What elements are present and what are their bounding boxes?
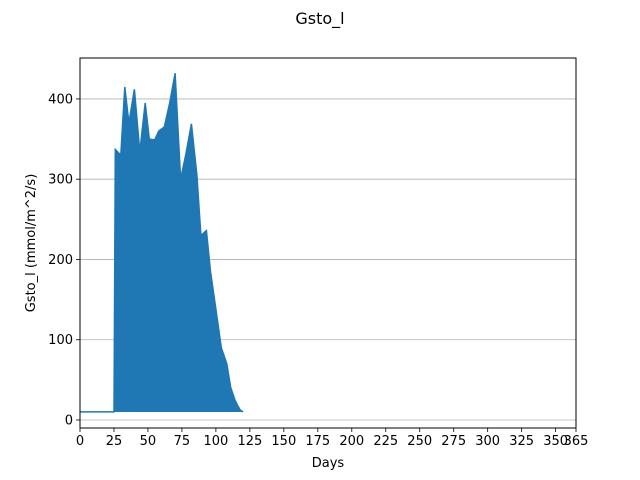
series-line-0 <box>80 73 244 413</box>
axes-layer: 0 100 200 300 400 0 25 50 75 100 125 150 175 200 225 25… <box>48 92 588 449</box>
y-axis-label: Gsto_l (mmol/m^2/s) <box>24 174 39 313</box>
series-envelope-0 <box>80 73 244 412</box>
x-tick-label: 25 <box>106 434 123 449</box>
x-tick-label: 200 <box>339 434 364 449</box>
y-tick-label: 100 <box>48 333 73 348</box>
x-axis-label: Days <box>312 456 345 471</box>
x-tick-label: 125 <box>237 434 262 449</box>
y-tick-label: 0 <box>65 413 73 428</box>
y-tick-label: 200 <box>48 253 73 268</box>
y-tick-label: 300 <box>48 173 73 188</box>
x-tick-label: 225 <box>373 434 398 449</box>
y-tick-label: 400 <box>48 92 73 107</box>
x-tick-label: 350 <box>543 434 568 449</box>
plot-frame <box>79 57 577 429</box>
x-tick-label: 100 <box>203 434 228 449</box>
x-tick-label: 75 <box>174 434 191 449</box>
chart-title: Gsto_l <box>295 9 344 29</box>
x-tick-label: 175 <box>305 434 330 449</box>
x-tick-label: 300 <box>475 434 500 449</box>
x-tick-label: 0 <box>76 434 84 449</box>
x-tick-label: 275 <box>441 434 466 449</box>
series-layer <box>80 73 244 413</box>
x-tick-label: 325 <box>509 434 534 449</box>
x-tick-label: 150 <box>271 434 296 449</box>
x-tick-label: 250 <box>407 434 432 449</box>
x-tick-label: 50 <box>140 434 157 449</box>
x-tick-label: 365 <box>564 434 589 449</box>
